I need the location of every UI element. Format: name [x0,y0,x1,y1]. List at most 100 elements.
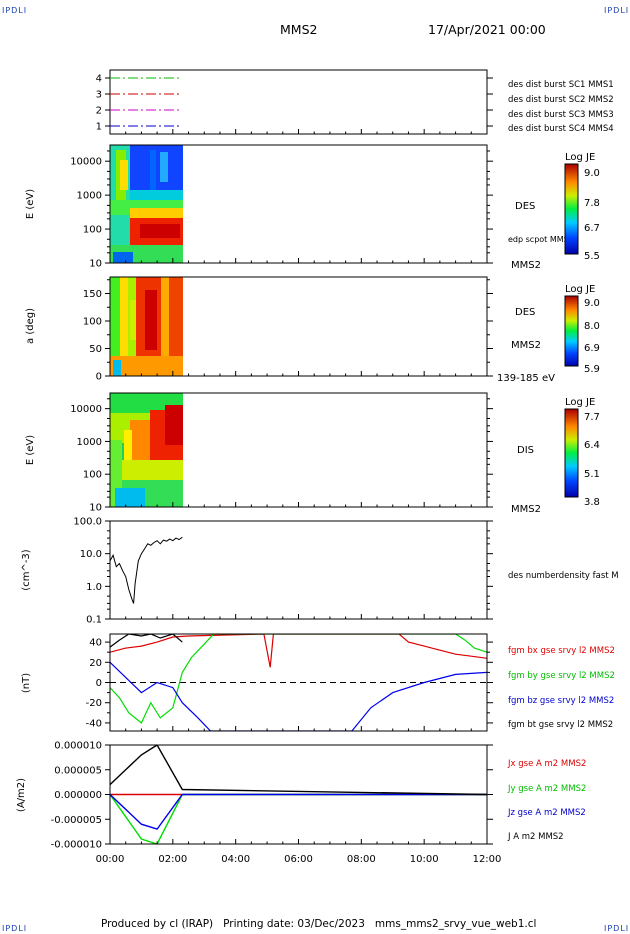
burst-legend-mms4: des dist burst SC4 MMS4 [508,124,614,134]
dis-energy-label: DIS [517,445,534,456]
y-tick-label: 1000 [77,437,102,448]
current-legend-jy: Jy gse A m2 MMS2 [507,784,586,794]
x-tick-label: 12:00 [473,854,502,865]
des-energy-cb-tick: 5.5 [584,251,600,262]
corner-label-top-right: IPDLI [604,6,630,15]
y-tick-label: 10 [89,503,102,514]
des-energy-overlay: edp scpot MMS2 [508,235,574,244]
bfield-ylabel: (nT) [21,673,32,693]
y-tick-label: 1.0 [86,582,102,593]
burst-frame [109,69,488,135]
dis-energy-cb-tick: 6.4 [584,440,600,451]
y-tick-label: 0.000010 [54,741,102,752]
x-tick-label: 06:00 [284,854,313,865]
des-pitch-panel: 150 100 50 0 a (deg) DES MMS2 139-185 eV Lo… [25,276,600,384]
des-pitch-label: DES [515,307,535,318]
date-title: 17/Apr/2021 00:00 [428,22,546,37]
bfield-legend-bz: fgm bz gse srvy l2 MMS2 [508,696,614,706]
y-tick-label: 2 [96,106,102,117]
des-pitch-colorbar [564,295,579,367]
by-line [110,634,487,724]
burst-legend-mms1: des dist burst SC1 MMS1 [508,80,614,90]
y-tick-label: -40 [86,718,102,729]
density-line [110,536,183,604]
y-tick-label: 40 [89,638,102,649]
bt-line [110,634,183,648]
y-tick-label: 20 [89,658,102,669]
y-tick-label: 150 [83,289,102,300]
y-tick-label: -20 [86,698,102,709]
x-tick-label: 04:00 [221,854,250,865]
x-tick-label: 08:00 [347,854,376,865]
des-pitch-cb-title: Log JE [565,284,595,295]
corner-label-top-left: IPDLI [2,6,28,15]
y-tick-label: 100 [83,470,102,481]
density-frame [109,520,488,620]
des-energy-ylabel: E (eV) [25,189,36,219]
dis-energy-cb-title: Log JE [565,397,595,408]
des-pitch-cb-tick: 9.0 [584,298,600,309]
current-panel: 0.000010 0.000005 0.000000 -0.000005 -0.0000… [16,741,586,851]
des-energy-panel: 10000 1000 100 10 E (eV) DES edp scpot MMS2… [25,144,600,271]
density-panel: 100.0 10.0 1.0 0.1 (cm^-3) des numberdensit… [21,517,619,626]
y-tick-label: 0.1 [86,615,102,626]
dis-energy-colorbar [564,408,579,498]
density-ylabel: (cm^-3) [21,549,32,590]
bfield-legend-bx: fgm bx gse srvy l2 MMS2 [508,646,615,656]
des-energy-cb-title: Log JE [565,152,595,163]
des-pitch-cb-tick: 8.0 [584,321,600,332]
y-tick-label: 10 [89,259,102,270]
current-ylabel: (A/m2) [16,778,27,812]
des-energy-cb-tick: 7.8 [584,198,600,209]
x-tick-label: 00:00 [96,854,125,865]
bfield-legend-bt: fgm bt gse srvy l2 MMS2 [508,720,613,730]
current-legend-jz: Jz gse A m2 MMS2 [507,808,586,818]
dis-energy-ylabel: E (eV) [25,435,36,465]
des-energy-colorbar [564,163,579,255]
y-tick-label: 0.000000 [54,790,102,801]
jz-line [110,793,487,830]
y-tick-label: 100.0 [73,517,102,528]
des-pitch-cb-tick: 5.9 [584,364,600,375]
x-tick-label: 02:00 [158,854,187,865]
des-pitch-heatmap [110,277,183,376]
dis-energy-cb-tick: 3.8 [584,497,600,508]
y-tick-label: 3 [96,90,102,101]
burst-panel: 4 3 2 1 des dist burst SC1 MMS1 des dist bu… [96,69,614,135]
dis-energy-cb-tick: 7.7 [584,412,600,423]
corner-label-bottom-right: IPDLI [604,924,630,933]
dis-energy-heatmap [110,393,183,507]
x-tick-label: 10:00 [410,854,439,865]
footer-credit: Produced by cl (IRAP) Printing date: 03/… [101,918,537,930]
current-legend-jx: Jx gse A m2 MMS2 [507,759,586,769]
des-energy-cb-tick: 9.0 [584,168,600,179]
des-pitch-cb-tick: 6.9 [584,343,600,354]
y-tick-label: 10000 [70,157,102,168]
jy-line [110,793,487,844]
des-pitch-sc: MMS2 [511,340,541,351]
corner-label-bottom-left: IPDLI [2,924,28,933]
bfield-panel: 40 20 0 -20 -40 (nT) fgm bx gse srvy l2 MMS2… [21,633,615,732]
des-energy-cb-tick: 6.7 [584,223,600,234]
bx-line [110,634,487,668]
y-tick-label: 0 [96,678,102,689]
j-line [110,745,487,796]
y-tick-label: -0.000010 [51,840,102,851]
y-tick-label: -0.000005 [51,815,102,826]
y-tick-label: 4 [96,74,102,85]
y-tick-label: 1 [96,122,102,133]
des-energy-sc: MMS2 [511,260,541,271]
des-energy-heatmap [110,145,183,263]
spacecraft-title: MMS2 [280,22,318,37]
des-pitch-ylabel: a (deg) [25,308,36,344]
burst-legend-mms2: des dist burst SC2 MMS2 [508,95,614,105]
y-tick-label: 100 [83,225,102,236]
dis-energy-cb-tick: 5.1 [584,469,600,480]
dis-energy-sc: MMS2 [511,504,541,515]
dis-energy-panel: 10000 1000 100 10 E (eV) DIS MMS2 Log JE 7.… [25,392,600,515]
des-pitch-range: 139-185 eV [497,373,555,384]
bfield-legend-by: fgm by gse srvy l2 MMS2 [508,671,615,681]
bz-line [110,661,487,731]
current-legend-j: J A m2 MMS2 [507,832,564,842]
